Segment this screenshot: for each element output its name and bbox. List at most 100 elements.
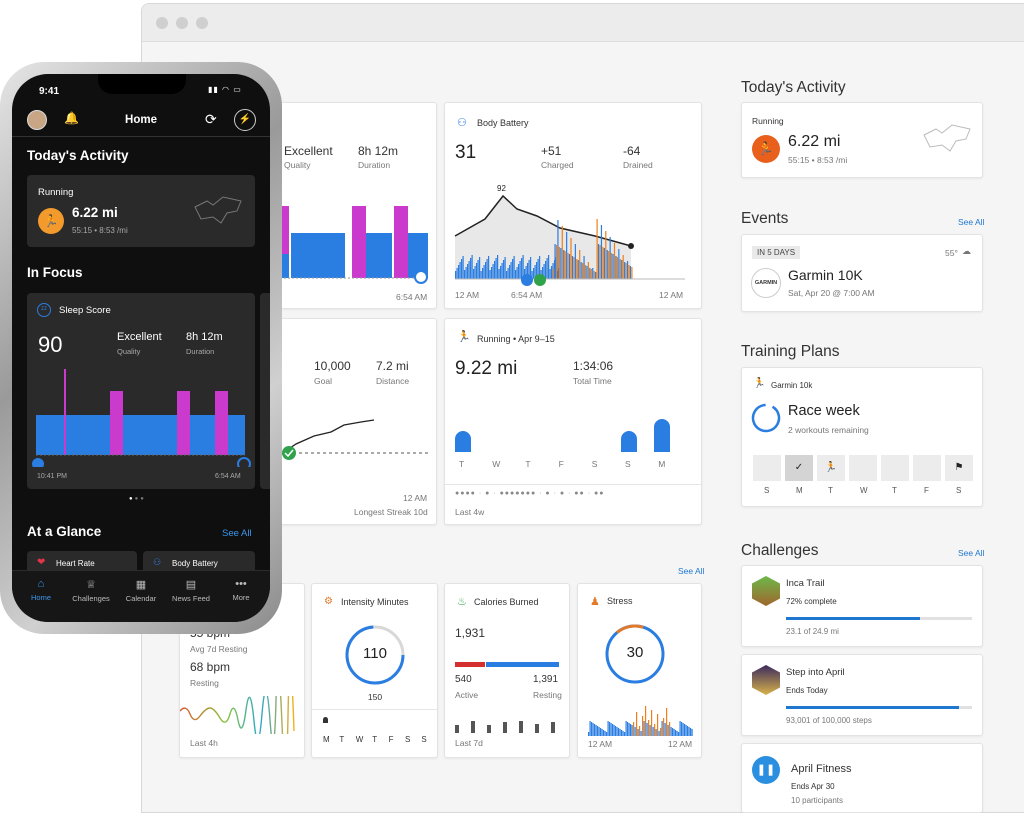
activity-bar [554, 244, 556, 279]
glance-see-all-link[interactable]: See All [222, 528, 252, 539]
window-close-button[interactable] [156, 17, 168, 29]
carousel-page-indicator[interactable]: ●●● [129, 496, 146, 502]
stress-bar [646, 723, 648, 736]
activity-bar [522, 255, 524, 279]
challenge-card-fitness[interactable]: ❚❚ April Fitness Ends Apr 30 10 particip… [741, 743, 983, 813]
notification-bell-icon[interactable]: 🔔 [64, 111, 79, 125]
device-icon[interactable]: ⚡ [234, 109, 256, 131]
activity-bar [557, 220, 559, 279]
sleep-quality-value: Excellent [284, 144, 333, 158]
activity-bar [545, 261, 547, 279]
activity-bar [593, 271, 595, 279]
stress-bar [609, 722, 611, 736]
activity-bar [500, 266, 502, 279]
stress-bar [688, 727, 690, 736]
stress-bar [672, 728, 674, 736]
activity-bar [509, 265, 511, 279]
activity-bar [602, 247, 604, 279]
sync-icon[interactable]: ⟳ [205, 111, 217, 127]
tab-more[interactable]: ••• More [215, 578, 267, 602]
activity-bar [498, 269, 500, 279]
activity-card[interactable]: Running 🏃 6.22 mi 55:15 • 8:53 /mi [27, 175, 255, 247]
activity-bar [560, 248, 562, 279]
body-battery-x-start: 12 AM [455, 290, 480, 300]
activity-bar [618, 249, 620, 279]
running-week-title: Running • Apr 9–15 [477, 334, 555, 344]
tab-news-feed[interactable]: ▤ News Feed [165, 578, 217, 603]
tab-calendar[interactable]: ▦ Calendar [115, 578, 167, 603]
activity-bar [568, 254, 571, 279]
stress-card[interactable]: ♟ Stress 30 12 AM 12 AM [577, 583, 702, 758]
avatar[interactable] [27, 110, 47, 130]
steps-card[interactable]: 10,000 Goal 7.2 mi Distance 12 AM Longes… [265, 318, 437, 525]
stress-bar [619, 729, 621, 736]
stress-bar [624, 732, 626, 736]
activity-bar [589, 268, 591, 279]
stress-bar [652, 727, 654, 736]
training-day-cell[interactable]: 🏃 [817, 455, 845, 481]
todays-activity-heading: Today's Activity [27, 148, 129, 163]
stress-bar [634, 727, 636, 736]
sidebar-activity-card[interactable]: Running 🏃 6.22 mi 55:15 • 8:53 /mi [741, 102, 983, 178]
body-battery-chart [454, 194, 685, 286]
garmin-logo: GARMIN [751, 268, 781, 298]
stress-chart [588, 706, 693, 736]
challenge-name: Step into April [786, 667, 845, 678]
challenges-see-all-link[interactable]: See All [958, 548, 985, 558]
sleep-score-card[interactable]: Excellent Quality 8h 12m Duration 6:54 A… [265, 102, 437, 309]
glance-see-all-link[interactable]: See All [678, 566, 705, 576]
heart-icon: ❤ [37, 557, 46, 568]
window-minimize-button[interactable] [176, 17, 188, 29]
route-map-icon [923, 124, 971, 152]
activity-bar [488, 256, 490, 279]
calories-card[interactable]: ♨ Calories Burned 1,931 540 Active 1,391… [444, 583, 570, 758]
activity-bar [461, 259, 463, 279]
day-label: T [372, 735, 378, 744]
stress-bar [657, 714, 659, 736]
stress-bar [600, 728, 602, 736]
challenge-detail: 10 participants [791, 796, 844, 805]
training-day-cell[interactable]: ✓ [785, 455, 813, 481]
intensity-value: 110 [363, 645, 387, 662]
activity-bar [576, 259, 578, 279]
tab-home[interactable]: ⌂ Home [15, 578, 67, 602]
running-week-bars [455, 419, 670, 452]
tab-challenges[interactable]: ♕ Challenges [65, 578, 117, 603]
events-see-all-link[interactable]: See All [958, 217, 985, 227]
training-day-cell[interactable] [881, 455, 909, 481]
training-day-cell[interactable] [849, 455, 877, 481]
challenge-card-inca[interactable]: Inca Trail 72% complete 23.1 of 24.9 mi [741, 565, 983, 647]
training-plan-card[interactable]: 🏃 Garmin 10k Race week 2 workouts remain… [741, 367, 983, 507]
training-day-cell[interactable] [753, 455, 781, 481]
sleep-score-value: 90 [38, 332, 63, 357]
stress-bar [687, 726, 689, 736]
intensity-goal: 150 [367, 692, 383, 702]
activity-bar [542, 267, 544, 279]
body-battery-charged-label: Charged [541, 160, 574, 170]
training-day-cell[interactable]: ⚑ [945, 455, 973, 481]
training-day-cell[interactable] [913, 455, 941, 481]
activity-bar [587, 262, 589, 279]
stress-bar [643, 721, 645, 736]
activity-bar [465, 267, 467, 279]
body-battery-card[interactable]: ⚇ Body Battery 31 +51 Charged -64 Draine… [444, 102, 702, 309]
activity-bar [531, 271, 533, 279]
heart-rate-resting-value: 68 bpm [190, 660, 231, 674]
stress-bar [661, 721, 663, 736]
challenge-name: Inca Trail [786, 578, 825, 589]
sleep-quality-value: Excellent [117, 331, 162, 343]
challenge-card-steps[interactable]: Step into April Ends Today 93,001 of 100… [741, 654, 983, 736]
stress-bar [633, 722, 635, 736]
activity-bar [525, 266, 527, 279]
activity-bar [549, 269, 551, 279]
running-week-card[interactable]: 🏃 Running • Apr 9–15 9.22 mi 1:34:06 Tot… [444, 318, 702, 525]
stress-bar [675, 730, 677, 736]
sleep-duration-label: Duration [186, 347, 215, 356]
window-maximize-button[interactable] [196, 17, 208, 29]
sleep-score-card[interactable]: zz Sleep Score 90 Excellent Quality 8h 1… [27, 293, 255, 489]
activity-bar [497, 255, 499, 279]
stress-bar [588, 732, 590, 736]
event-card[interactable]: IN 5 DAYS 55° ☁ GARMIN Garmin 10K Sat, A… [741, 234, 983, 312]
calories-active-label: Active [455, 690, 479, 700]
